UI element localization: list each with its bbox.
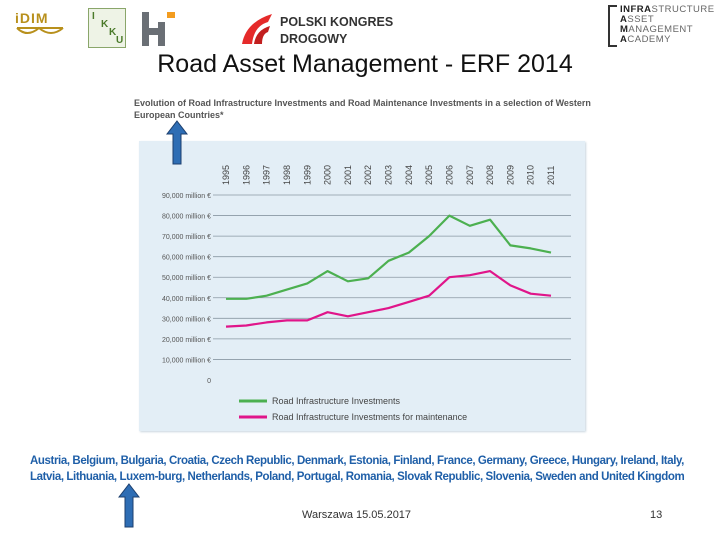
ikku-letter: U — [116, 35, 124, 46]
x-tick-label: 2008 — [485, 165, 495, 185]
x-tick-label: 1997 — [262, 165, 272, 185]
y-tick-label: 30,000 million € — [162, 316, 211, 323]
iama-logo: INFRASTRUCTURE ASSET MANAGEMENT ACADEMY — [608, 4, 715, 47]
x-tick-label: 2005 — [424, 165, 434, 185]
pkd-logo-text: POLSKI KONGRES DROGOWY — [280, 14, 393, 48]
line-chart: 0 10,000 million € 20,000 million € 30,000 … — [162, 165, 571, 422]
y-tick-label: 20,000 million € — [162, 337, 211, 344]
bracket-icon — [608, 5, 617, 47]
ikku-letter: I — [92, 11, 95, 22]
y-tick-label: 0 — [207, 378, 211, 385]
series-line — [225, 270, 552, 328]
iama-line: INFRASTRUCTURE — [620, 4, 715, 15]
h-logo-icon — [142, 12, 175, 46]
x-tick-label: 1999 — [302, 165, 312, 185]
x-tick-label: 2001 — [343, 165, 353, 185]
road-logo-icon — [242, 14, 272, 44]
idim-logo-text: iDIM — [15, 10, 49, 26]
chart-title: Evolution of Road Infrastructure Investm… — [134, 98, 591, 120]
legend-label: Road Infrastructure Investments — [272, 396, 401, 406]
iama-line: ACADEMY — [620, 34, 672, 45]
pkd-line: POLSKI KONGRES — [280, 15, 394, 29]
x-tick-label: 2004 — [404, 165, 414, 185]
y-tick-label: 80,000 million € — [162, 214, 211, 221]
slide-title: Road Asset Management - ERF 2014 — [157, 50, 573, 78]
x-tick-label: 2009 — [505, 165, 515, 185]
y-tick-label: 50,000 million € — [162, 275, 211, 282]
x-tick-label: 1998 — [282, 165, 292, 185]
series-line — [226, 214, 552, 300]
x-tick-label: 2006 — [444, 165, 454, 185]
y-tick-label: 70,000 million € — [162, 234, 211, 241]
x-tick-label: 2007 — [465, 165, 475, 185]
x-tick-label: 2010 — [526, 165, 536, 185]
x-tick-label: 2003 — [384, 165, 394, 185]
idim-logo: iDIM — [15, 10, 65, 38]
x-tick-label: 2000 — [323, 165, 333, 185]
footer-text: Warszawa 15.05.2017 — [302, 509, 412, 521]
y-tick-label: 10,000 million € — [162, 357, 211, 364]
iama-line: ASSET — [620, 14, 655, 25]
page-number: 13 — [650, 509, 663, 521]
iama-line: MANAGEMENT — [620, 24, 694, 35]
y-tick-label: 60,000 million € — [162, 255, 211, 262]
up-arrow-icon — [118, 483, 140, 528]
ikku-logo: I K K U — [88, 8, 126, 48]
x-tick-label: 1995 — [221, 165, 231, 185]
legend-label: Road Infrastructure Investments for main… — [272, 412, 467, 422]
x-tick-label: 2011 — [546, 166, 556, 185]
bridge-icon — [16, 26, 64, 34]
y-tick-label: 90,000 million € — [162, 193, 211, 200]
ikku-letter: K — [101, 19, 109, 30]
ikku-letter: K — [109, 27, 117, 38]
x-tick-label: 2002 — [363, 165, 373, 185]
countries-note: Austria, Belgium, Bulgaria, Croatia, Cze… — [30, 455, 685, 483]
pkd-line: DROGOWY — [280, 32, 348, 46]
y-tick-label: 40,000 million € — [162, 296, 211, 303]
up-arrow-icon — [166, 120, 188, 165]
x-tick-label: 1996 — [241, 165, 251, 185]
